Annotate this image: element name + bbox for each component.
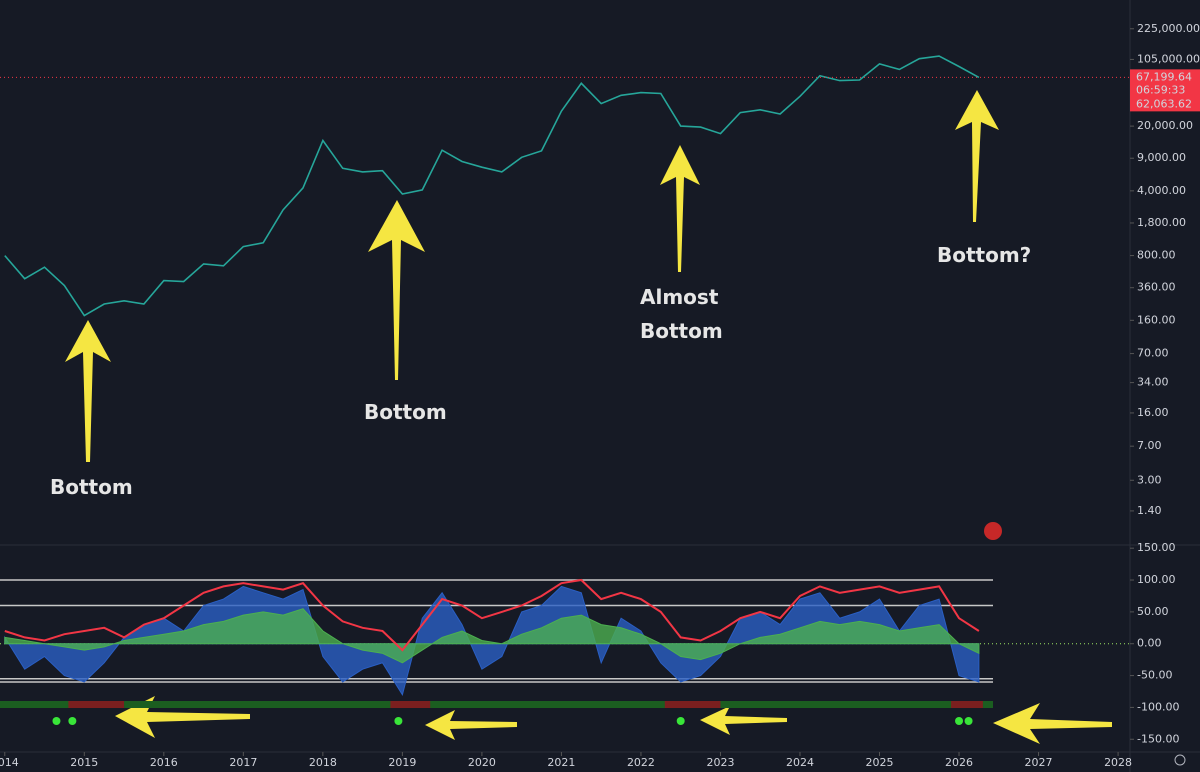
bear-period	[951, 701, 983, 708]
bear-period	[68, 701, 125, 708]
bear-period	[664, 701, 721, 708]
y-tick-label: 16.00	[1137, 406, 1169, 419]
x-tick-label: 2022	[627, 756, 655, 769]
y-tick-label: 34.00	[1137, 376, 1169, 389]
arrow	[425, 710, 517, 740]
y-tick-label: -100.00	[1137, 700, 1179, 713]
bottom-signal	[964, 717, 973, 725]
x-tick-label: 2028	[1104, 756, 1132, 769]
y-tick-label: 150.00	[1137, 541, 1176, 554]
regime-strip	[0, 701, 993, 708]
arrow	[993, 703, 1112, 744]
y-tick-label: 100.00	[1137, 573, 1176, 586]
bottom-signal	[955, 717, 964, 725]
price-label: 62,063.62	[1136, 97, 1192, 110]
settings-icon[interactable]	[1174, 754, 1186, 766]
bottom-signal	[68, 717, 77, 725]
oscillator-area	[4, 608, 980, 664]
x-tick-label: 2014	[0, 756, 19, 769]
y-tick-label: 4,000.00	[1137, 184, 1186, 197]
bottom-signal	[394, 717, 403, 725]
arrow	[65, 320, 111, 462]
annotation: Bottom?	[937, 243, 1032, 267]
y-tick-label: 160.00	[1137, 313, 1176, 326]
x-tick-label: 2023	[706, 756, 734, 769]
y-tick-label: 360.00	[1137, 281, 1176, 294]
x-tick-label: 2025	[866, 756, 894, 769]
x-tick-label: 2024	[786, 756, 814, 769]
y-tick-label: 800.00	[1137, 249, 1176, 262]
x-tick-label: 2026	[945, 756, 973, 769]
x-tick-label: 2021	[547, 756, 575, 769]
annotation: Bottom	[364, 400, 447, 424]
price-label: 67,199.64	[1136, 70, 1192, 83]
arrows	[65, 90, 1112, 744]
annotation: Almost Bottom	[640, 285, 723, 343]
y-tick-label: 7.00	[1137, 439, 1162, 452]
arrow	[955, 90, 999, 222]
y-tick-label: 225,000.00	[1137, 22, 1200, 35]
bear-period	[390, 701, 431, 708]
y-tick-label: -150.00	[1137, 732, 1179, 745]
y-tick-label: 105,000.00	[1137, 52, 1200, 65]
x-tick-label: 2015	[70, 756, 98, 769]
x-tick-label: 2018	[309, 756, 337, 769]
y-tick-label: 70.00	[1137, 347, 1169, 360]
y-tick-label: 0.00	[1137, 637, 1162, 650]
y-tick-label: 20,000.00	[1137, 119, 1193, 132]
y-tick-label: -50.00	[1137, 669, 1172, 682]
x-tick-label: 2019	[388, 756, 416, 769]
x-tick-label: 2017	[229, 756, 257, 769]
arrow	[368, 200, 425, 380]
y-tick-label: 1,800.00	[1137, 216, 1186, 229]
bottom-signal	[52, 717, 61, 725]
y-tick-label: 3.00	[1137, 473, 1162, 486]
y-tick-label: 9,000.00	[1137, 151, 1186, 164]
bottom-signal	[676, 717, 685, 725]
y-tick-label: 50.00	[1137, 605, 1169, 618]
price-line	[4, 55, 980, 317]
x-tick-label: 2027	[1025, 756, 1053, 769]
flag-icon[interactable]	[984, 522, 1002, 540]
countdown: 06:59:33	[1136, 83, 1185, 96]
oscillator-line	[4, 578, 980, 652]
y-tick-label: 1.40	[1137, 504, 1162, 517]
x-tick-label: 2016	[150, 756, 178, 769]
annotation: Bottom	[50, 475, 133, 499]
x-tick-label: 2020	[468, 756, 496, 769]
arrow	[660, 145, 700, 272]
arrow	[700, 706, 787, 735]
price-label-box	[1130, 69, 1200, 112]
oscillator-area	[4, 585, 980, 696]
